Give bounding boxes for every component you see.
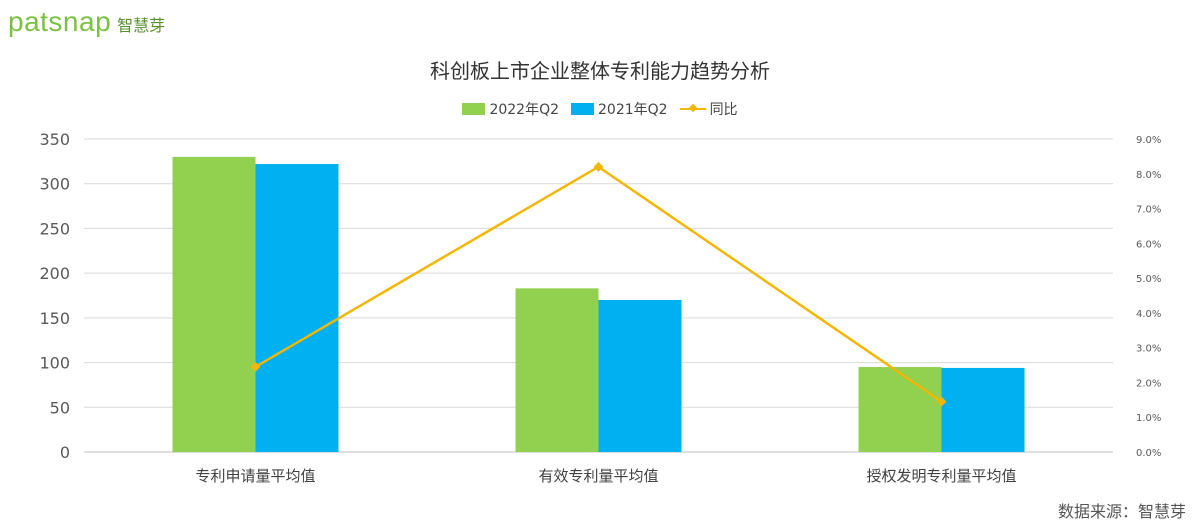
x-category-label: 有效专利量平均值 — [538, 467, 658, 485]
legend-label-2021: 2021年Q2 — [598, 102, 668, 118]
y-left-tick-label: 250 — [39, 219, 70, 238]
y-right-tick-label: 7.0% — [1136, 205, 1161, 216]
patsnap-logo: patsnap 智慧芽 — [8, 6, 165, 38]
y-right-tick-label: 6.0% — [1136, 239, 1161, 250]
y-right-tick-label: 8.0% — [1136, 170, 1161, 181]
y-left-tick-label: 100 — [39, 354, 70, 373]
logo-wordmark: patsnap — [8, 6, 112, 37]
bar-2021 — [941, 367, 1025, 452]
y-left-tick-label: 50 — [50, 398, 70, 417]
x-category-label: 专利申请量平均值 — [195, 467, 315, 485]
bar-2022 — [172, 156, 256, 452]
yoy-point — [250, 361, 261, 372]
y-left-tick-label: 200 — [39, 264, 70, 283]
legend-swatch-2021 — [571, 103, 594, 115]
source-note: 数据来源：智慧芽 — [1057, 502, 1186, 521]
y-left-tick-label: 150 — [39, 309, 70, 328]
y-right-tick-label: 0.0% — [1136, 448, 1161, 459]
legend-line-yoy — [679, 108, 706, 110]
y-left-tick-label: 300 — [39, 175, 70, 194]
y-right-tick-label: 2.0% — [1136, 378, 1161, 389]
legend-item-2021: 2021年Q2 — [571, 99, 668, 119]
y-right-tick-label: 5.0% — [1136, 274, 1161, 285]
y-right-tick-label: 9.0% — [1136, 135, 1161, 146]
x-category-label: 授权发明专利量平均值 — [866, 467, 1016, 485]
yoy-point — [593, 161, 604, 172]
y-right-tick-label: 4.0% — [1136, 309, 1161, 320]
bar-2022 — [858, 367, 942, 452]
legend-item-yoy: 同比 — [679, 99, 738, 119]
y-right-tick-label: 1.0% — [1136, 413, 1161, 424]
logo-chinese-name: 智慧芽 — [117, 16, 166, 35]
bar-2021 — [598, 299, 682, 452]
chart-legend: 2022年Q2 2021年Q2 同比 — [0, 99, 1200, 119]
legend-label-yoy: 同比 — [709, 102, 738, 118]
legend-swatch-2022 — [462, 103, 486, 115]
legend-item-2022: 2022年Q2 — [462, 99, 559, 119]
bar-2021 — [255, 164, 339, 453]
y-right-tick-label: 3.0% — [1136, 344, 1161, 355]
y-left-tick-label: 0 — [60, 443, 70, 462]
legend-label-2022: 2022年Q2 — [489, 102, 559, 118]
yoy-point — [936, 396, 947, 407]
y-left-tick-label: 350 — [39, 130, 70, 149]
bar-2022 — [515, 288, 599, 452]
chart-title: 科创板上市企业整体专利能力趋势分析 — [430, 59, 770, 83]
